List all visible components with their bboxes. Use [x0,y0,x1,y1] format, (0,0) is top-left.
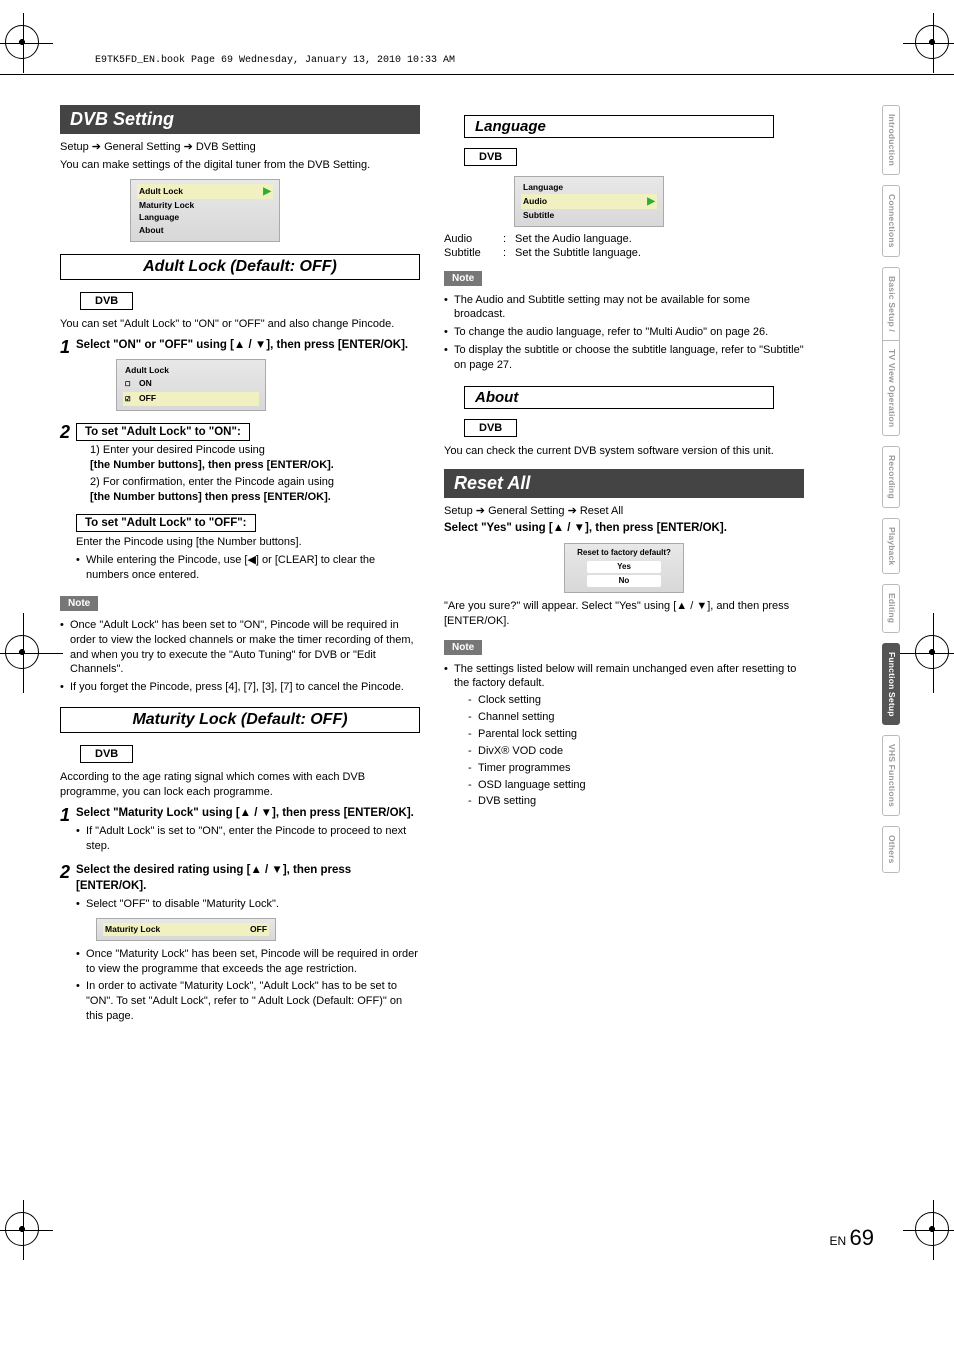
dvb-badge: DVB [464,419,517,437]
ui-title: Language [523,181,563,194]
step-number: 1 [60,338,70,356]
option-yes: Yes [587,561,661,573]
retain-item: DivX® VOD code [468,744,804,759]
breadcrumb: Setup ➔ General Setting ➔ DVB Setting [60,140,420,155]
body-text: You can check the current DVB system sof… [444,444,804,459]
step-number: 2 [60,863,70,881]
note-badge: Note [444,271,482,286]
heading-dvb-setting: DVB Setting [60,105,420,134]
section-tabs: Introduction Connections Basic Setup / T… [882,105,900,873]
right-column: Language DVB Language Audio ▶ Subtitle Au… [444,105,804,1205]
retain-item: OSD language setting [468,778,804,793]
left-column: DVB Setting Setup ➔ General Setting ➔ DV… [60,105,420,1205]
tab-vhs-functions[interactable]: VHS Functions [882,735,900,816]
heading-about: About [464,386,774,409]
tab-playback[interactable]: Playback [882,518,900,574]
def-desc: Set the Audio language. [515,233,804,245]
menu-item: About [139,224,164,237]
heading-reset-all: Reset All [444,469,804,498]
page-number: EN 69 [0,1205,954,1301]
menu-item: Maturity Lock [139,199,194,212]
adult-lock-ui: Adult Lock ☐ ON ☑ OFF [116,359,266,411]
dvb-badge: DVB [80,292,133,310]
tab-introduction[interactable]: Introduction [882,105,900,175]
tab-others[interactable]: Others [882,826,900,873]
note-item: To change the audio language, refer to "… [444,325,804,340]
list-item: 2) For confirmation, enter the Pincode a… [90,475,420,505]
retain-item: Channel setting [468,710,804,725]
retain-item: Parental lock setting [468,727,804,742]
note-item: The settings listed below will remain un… [444,662,804,810]
step-instruction: Select the desired rating using [▲ / ▼],… [76,863,420,894]
list-item: 1) Enter your desired Pincode using[the … [90,443,420,473]
body-text: According to the age rating signal which… [60,770,420,800]
bullet-item: Select "OFF" to disable "Maturity Lock". [76,897,420,912]
arrow-right-icon: ▶ [263,184,271,199]
dvb-menu-ui: Adult Lock ▶ Maturity Lock Language About [130,179,280,242]
ui-title: Adult Lock [125,364,169,377]
note-item: If you forget the Pincode, press [4], [7… [60,680,420,695]
bullet-item: In order to activate "Maturity Lock", "A… [76,979,420,1024]
note-item: To display the subtitle or choose the su… [444,343,804,373]
body-text: You can set "Adult Lock" to "ON" or "OFF… [60,317,420,332]
crop-mark-icon [5,1212,39,1246]
step-number: 2 [60,423,70,441]
sub-heading: To set "Adult Lock" to "OFF": [76,514,256,532]
menu-item: Audio [523,195,547,208]
tab-editing[interactable]: Editing [882,584,900,632]
def-desc: Set the Subtitle language. [515,247,804,259]
step-instruction: Select "Maturity Lock" using [▲ / ▼], th… [76,806,420,822]
tab-basic-setup-a: Basic Setup / [883,268,899,341]
ui-value: OFF [250,923,267,936]
retain-item: Clock setting [468,693,804,708]
note-item: Once "Adult Lock" has been set to "ON", … [60,618,420,677]
step-instruction: Select "ON" or "OFF" using [▲ / ▼], then… [76,338,420,354]
note-item: The Audio and Subtitle setting may not b… [444,293,804,323]
note-badge: Note [60,596,98,611]
option-on: ON [139,378,152,388]
ui-label: Maturity Lock [105,923,160,936]
reset-dialog-ui: Reset to factory default? Yes No [564,543,684,593]
language-menu-ui: Language Audio ▶ Subtitle [514,176,664,227]
retain-item: DVB setting [468,794,804,809]
step-instruction: Select "Yes" using [▲ / ▼], then press [… [444,521,804,537]
retain-item: Timer programmes [468,761,804,776]
print-header: E9TK5FD_EN.book Page 69 Wednesday, Janua… [0,0,954,75]
note-badge: Note [444,640,482,655]
menu-item: Subtitle [523,209,554,222]
tab-basic-setup-b: TV View Operation [883,341,899,435]
definition-list: Audio:Set the Audio language. Subtitle:S… [444,233,804,259]
sub-heading: To set "Adult Lock" to "ON": [76,423,250,441]
heading-maturity-lock: Maturity Lock (Default: OFF) [60,707,420,733]
option-off: OFF [139,393,156,403]
crop-mark-icon [915,1212,949,1246]
tab-function-setup[interactable]: Function Setup [882,643,900,726]
step-number: 1 [60,806,70,824]
tab-recording[interactable]: Recording [882,446,900,508]
intro-text: You can make settings of the digital tun… [60,158,420,173]
checkbox-checked-icon: ☑ [125,393,135,407]
body-text: "Are you sure?" will appear. Select "Yes… [444,599,804,629]
arrow-right-icon: ▶ [647,194,655,209]
dvb-badge: DVB [464,148,517,166]
body-text: Enter the Pincode using [the Number butt… [76,535,420,550]
menu-item: Language [139,211,179,224]
checkbox-empty-icon: ☐ [125,378,135,392]
menu-item: Adult Lock [139,185,183,198]
heading-adult-lock: Adult Lock (Default: OFF) [60,254,420,280]
maturity-ui: Maturity Lock OFF [96,918,276,941]
def-term: Subtitle [444,247,499,259]
heading-language: Language [464,115,774,138]
tab-basic-setup[interactable]: Basic Setup / TV View Operation [882,267,900,436]
bullet-item: Once "Maturity Lock" has been set, Pinco… [76,947,420,977]
dialog-question: Reset to factory default? [569,547,679,559]
dvb-badge: DVB [80,745,133,763]
tab-connections[interactable]: Connections [882,185,900,257]
bullet-item: While entering the Pincode, use [◀] or [… [76,553,420,583]
option-no: No [587,575,661,587]
breadcrumb: Setup ➔ General Setting ➔ Reset All [444,504,804,519]
bullet-item: If "Adult Lock" is set to "ON", enter th… [76,824,420,854]
def-term: Audio [444,233,499,245]
